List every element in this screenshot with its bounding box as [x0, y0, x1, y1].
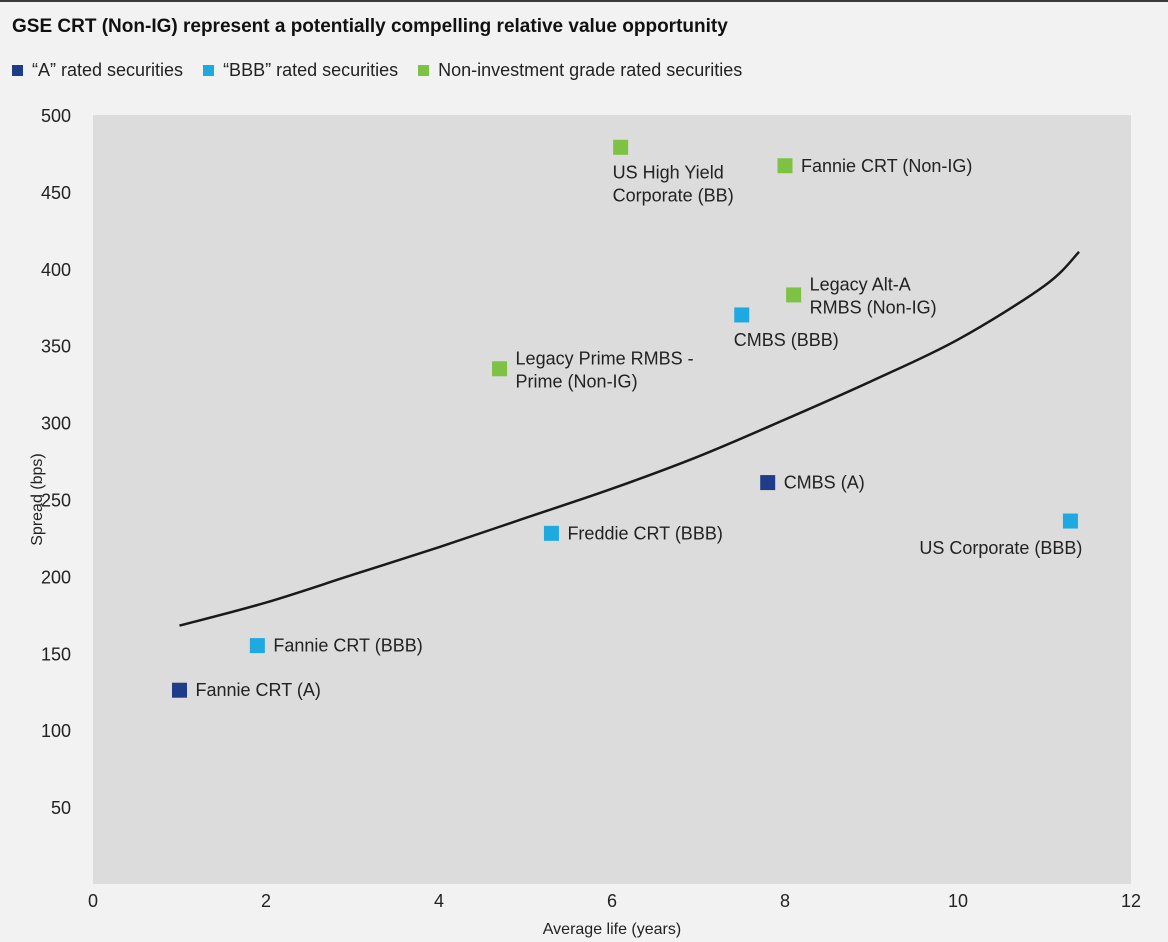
- chart-title: GSE CRT (Non-IG) represent a potentially…: [12, 16, 728, 37]
- y-tick-label: 150: [41, 644, 71, 664]
- plot-area: [93, 115, 1131, 884]
- y-tick-label: 200: [41, 567, 71, 587]
- top-rule: [0, 0, 1168, 2]
- legend-swatch-a-rated: [12, 64, 23, 76]
- x-tick-label: 6: [607, 891, 617, 911]
- x-axis-ticks: 0 2 4 6 8 10 12: [88, 891, 1141, 911]
- x-tick-label: 0: [88, 891, 98, 911]
- point-label: Legacy Prime RMBS -Prime (Non-IG): [516, 348, 694, 391]
- y-tick-label: 450: [41, 183, 71, 203]
- y-tick-label: 500: [41, 106, 71, 126]
- point-label: Fannie CRT (A): [196, 680, 321, 700]
- x-tick-label: 12: [1121, 891, 1141, 911]
- scatter-point: [734, 307, 750, 323]
- scatter-point: [777, 158, 793, 174]
- legend-label-a-rated: “A” rated securities: [32, 59, 184, 80]
- point-label: Legacy Alt-A RMBS (Non-IG): [810, 274, 937, 317]
- x-tick-label: 8: [780, 891, 790, 911]
- y-axis-ticks: 50 100 150 200 250 300 350 400 450 500: [41, 106, 71, 818]
- legend-item-non-ig: Non-investment grade rated securities: [418, 60, 742, 81]
- legend-item-bbb-rated: “BBB” rated securities: [203, 60, 398, 81]
- scatter-point: [543, 525, 559, 541]
- point-label: US High Yield Corporate (BB): [613, 162, 734, 205]
- y-tick-label: 300: [41, 414, 71, 434]
- point-label: Fannie CRT (Non-IG): [801, 156, 972, 176]
- point-label: CMBS (BBB): [734, 330, 839, 350]
- y-axis-label: Spread (bps): [29, 453, 46, 546]
- scatter-point: [492, 361, 508, 377]
- scatter-point: [1062, 513, 1078, 529]
- x-tick-label: 10: [948, 891, 968, 911]
- point-label: CMBS (A): [784, 473, 865, 493]
- point-label: Freddie CRT (BBB): [567, 523, 722, 543]
- y-tick-label: 400: [41, 260, 71, 280]
- scatter-point: [786, 287, 802, 303]
- point-label: US Corporate (BBB): [919, 538, 1082, 558]
- point-labels-layer: Fannie CRT (A) CMBS (A) Fannie CRT (BBB) Fr…: [196, 156, 1083, 700]
- scatter-point: [172, 682, 187, 698]
- legend-item-a-rated: “A” rated securities: [12, 60, 183, 81]
- y-tick-label: 350: [41, 337, 71, 357]
- y-tick-label: 250: [41, 491, 71, 511]
- legend-label-bbb-rated: “BBB” rated securities: [223, 59, 399, 80]
- y-tick-label: 100: [41, 721, 71, 741]
- legend-label-non-ig: Non-investment grade rated securities: [438, 59, 743, 80]
- x-tick-label: 2: [261, 891, 271, 911]
- legend-swatch-non-ig: [418, 64, 430, 76]
- x-axis-label: Average life (years): [543, 921, 681, 938]
- trendline-layer: [179, 250, 1080, 627]
- points-layer: [172, 139, 1078, 698]
- trendline: [179, 250, 1080, 627]
- y-tick-label: 50: [51, 798, 71, 818]
- scatter-point: [760, 475, 776, 491]
- scatter-point: [613, 139, 629, 155]
- chart-legend: “A” rated securities “BBB” rated securit…: [12, 58, 762, 82]
- legend-swatch-bbb-rated: [203, 64, 215, 76]
- x-tick-label: 4: [434, 891, 444, 911]
- scatter-point: [249, 638, 265, 654]
- point-label: Fannie CRT (BBB): [273, 636, 422, 656]
